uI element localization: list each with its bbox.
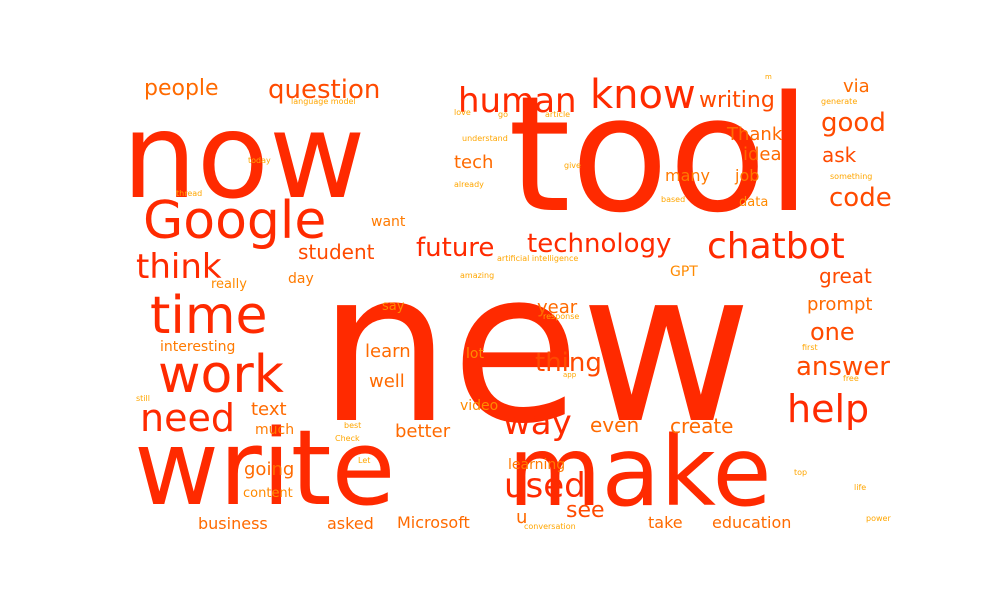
word-going: going	[244, 459, 294, 480]
word-write: write	[134, 407, 395, 529]
word-already: already	[454, 180, 484, 189]
word-article: article	[545, 110, 570, 119]
word-prompt: prompt	[807, 294, 872, 315]
word-question: question	[268, 75, 380, 105]
word-thread: thread	[176, 189, 202, 198]
word-today: today	[248, 156, 271, 165]
word-new: new	[318, 225, 752, 470]
word-go: go	[498, 110, 508, 119]
word-based: based	[661, 195, 685, 204]
word-really: really	[211, 277, 247, 292]
word-one: one	[810, 318, 855, 346]
word-video: video	[460, 398, 498, 414]
word-answer: answer	[796, 352, 890, 382]
word-tool: tool	[508, 61, 811, 248]
word-google: Google	[143, 191, 326, 251]
word-idea: idea	[743, 144, 782, 165]
word-well: well	[369, 371, 405, 392]
word-interesting: interesting	[160, 339, 235, 355]
word-conversation: conversation	[524, 522, 576, 531]
word-let: Let	[358, 456, 370, 465]
word-much: much	[255, 422, 294, 438]
word-learning: learning	[508, 457, 565, 473]
word-text: text	[251, 399, 287, 420]
word-power: power	[866, 514, 891, 523]
word-see: see	[566, 498, 605, 523]
word-first: first	[802, 343, 818, 352]
word-life: life	[854, 483, 866, 492]
word-understand: understand	[462, 134, 508, 143]
word-education: education	[712, 513, 791, 532]
word-need: need	[140, 396, 235, 440]
word-make: make	[508, 416, 772, 528]
word-now: now	[122, 87, 366, 225]
word-know: know	[590, 72, 696, 118]
word-writing: writing	[699, 88, 775, 113]
word-learn: learn	[365, 341, 411, 362]
word-love: love	[454, 108, 471, 117]
word-chatbot: chatbot	[707, 226, 845, 267]
word-data: data	[739, 195, 768, 210]
word-help: help	[787, 387, 869, 431]
word-used: used	[504, 466, 586, 506]
word-student: student	[298, 240, 375, 264]
word-top: top	[794, 468, 807, 477]
word-take: take	[648, 513, 683, 532]
word-lot: lot	[466, 346, 484, 362]
word-way: way	[503, 403, 572, 443]
word-generate: generate	[821, 97, 857, 106]
word-code: code	[829, 183, 892, 213]
word-amazing: amazing	[460, 271, 494, 280]
word-think: think	[136, 247, 222, 287]
word-microsoft: Microsoft	[397, 513, 470, 532]
word-tech: tech	[454, 152, 493, 173]
word-better: better	[395, 421, 451, 442]
word-response: response	[543, 312, 579, 321]
word-artificial-intelligence: artificial intelligence	[497, 254, 578, 263]
word-via: via	[843, 76, 870, 97]
word-future: future	[416, 233, 494, 263]
word-human: human	[458, 81, 577, 121]
word-still: still	[136, 394, 150, 403]
word-many: many	[665, 166, 710, 185]
word-business: business	[198, 514, 268, 533]
word-great: great	[819, 264, 872, 288]
word-asked: asked	[327, 514, 374, 533]
word-even: even	[590, 413, 639, 437]
word-people: people	[144, 76, 219, 101]
word-something: something	[830, 172, 872, 181]
word-want: want	[371, 214, 406, 230]
word-thank: Thank	[726, 124, 783, 145]
word-language-model: language model	[291, 97, 356, 106]
word-time: time	[150, 286, 267, 346]
word-job: job	[734, 166, 759, 185]
word-free: free	[843, 374, 859, 383]
word-work: work	[158, 345, 284, 405]
word-create: create	[670, 414, 734, 438]
word-say: say	[382, 299, 405, 314]
word-year: year	[537, 297, 578, 318]
word-ask: ask	[822, 143, 857, 167]
word-best: best	[344, 421, 361, 430]
word-thing: thing	[535, 348, 602, 378]
word-content: content	[243, 486, 293, 501]
word-app: app	[563, 371, 577, 379]
word-m: m	[765, 73, 772, 81]
word-day: day	[288, 271, 314, 287]
word-give: give	[564, 161, 581, 170]
word-gpt: GPT	[670, 264, 698, 280]
word-technology: technology	[527, 229, 671, 259]
word-good: good	[821, 108, 886, 138]
word-check: Check	[335, 434, 360, 443]
word-u: u	[516, 507, 527, 528]
